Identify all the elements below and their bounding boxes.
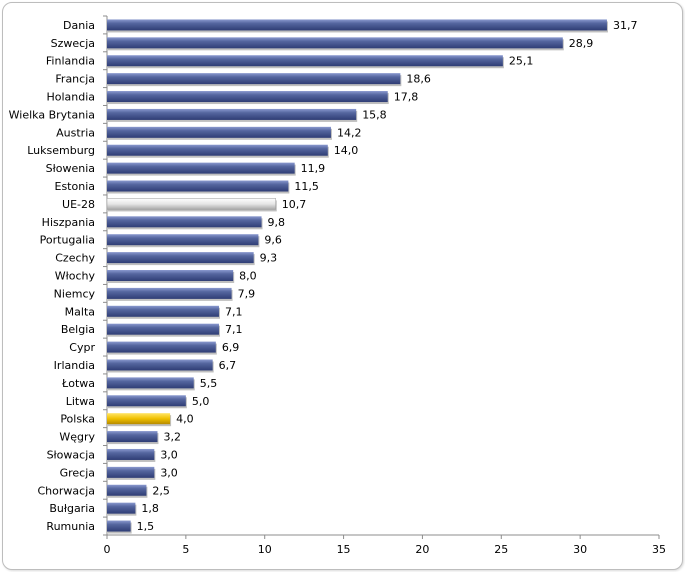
category-label: Słowacja bbox=[47, 448, 95, 461]
category-label: Malta bbox=[65, 305, 95, 318]
value-label: 9,3 bbox=[260, 252, 278, 265]
category-label: Finlandia bbox=[46, 55, 95, 68]
bar bbox=[107, 287, 232, 299]
value-label: 9,6 bbox=[264, 234, 282, 247]
category-label: Węgry bbox=[59, 431, 95, 444]
category-label: Słowenia bbox=[46, 162, 95, 175]
bar bbox=[107, 180, 289, 192]
category-label: Irlandia bbox=[54, 359, 95, 372]
x-tick-label: 30 bbox=[573, 543, 587, 556]
x-tick-label: 20 bbox=[415, 543, 429, 556]
bar bbox=[107, 270, 234, 281]
bar bbox=[107, 359, 213, 371]
value-label: 3,0 bbox=[160, 466, 178, 479]
value-label: 11,9 bbox=[301, 162, 326, 175]
value-label: 3,2 bbox=[163, 431, 181, 444]
bar bbox=[107, 91, 388, 103]
plot-area: 0 5 10 15 20 25 30 35 Dania 31,7 Szwecja 28,9 Finlan… bbox=[9, 15, 666, 556]
bar bbox=[107, 520, 131, 532]
value-label: 8,0 bbox=[239, 270, 257, 283]
x-tick-label: 5 bbox=[182, 543, 189, 556]
x-tick-label: 25 bbox=[494, 543, 508, 556]
bar bbox=[107, 252, 254, 264]
category-label: Hiszpania bbox=[42, 216, 95, 229]
bar bbox=[107, 448, 155, 460]
bar bbox=[106, 198, 277, 210]
x-tick-label: 35 bbox=[652, 543, 666, 556]
value-label: 9,8 bbox=[268, 216, 286, 229]
bar bbox=[107, 305, 219, 317]
bar bbox=[107, 484, 147, 496]
category-label: Belgia bbox=[61, 323, 95, 336]
bar bbox=[107, 144, 328, 156]
bar bbox=[107, 377, 194, 389]
value-label: 1,5 bbox=[137, 520, 155, 533]
category-label: Szwecja bbox=[51, 37, 95, 50]
category-label: Czechy bbox=[55, 252, 95, 265]
value-label: 18,6 bbox=[406, 73, 431, 86]
bar bbox=[107, 126, 331, 138]
bar bbox=[107, 55, 503, 67]
category-label: Rumunia bbox=[46, 520, 95, 533]
bar bbox=[107, 19, 607, 31]
value-label: 1,8 bbox=[141, 502, 159, 515]
bar bbox=[107, 395, 186, 407]
bar bbox=[107, 323, 219, 335]
value-label: 25,1 bbox=[509, 55, 534, 68]
category-label: Austria bbox=[56, 126, 95, 139]
bar bbox=[107, 502, 136, 514]
category-label: Polska bbox=[60, 413, 95, 426]
x-tick-label: 15 bbox=[337, 543, 351, 556]
category-label: Estonia bbox=[55, 180, 96, 193]
bar bbox=[107, 73, 401, 85]
value-label: 7,9 bbox=[238, 287, 256, 300]
category-label: Bułgaria bbox=[49, 502, 95, 515]
category-label: Litwa bbox=[66, 395, 95, 408]
category-label: Luksemburg bbox=[27, 144, 95, 157]
value-label: 5,5 bbox=[200, 377, 218, 390]
value-label: 5,0 bbox=[192, 395, 210, 408]
value-label: 2,5 bbox=[152, 484, 170, 497]
value-label: 14,2 bbox=[337, 126, 362, 139]
category-label: Włochy bbox=[55, 270, 96, 283]
value-label: 28,9 bbox=[569, 37, 594, 50]
category-label: Holandia bbox=[46, 91, 95, 104]
bar bbox=[107, 341, 216, 353]
bar bbox=[107, 37, 563, 49]
category-label: Grecja bbox=[60, 466, 95, 479]
value-label: 6,7 bbox=[219, 359, 237, 372]
bar bbox=[107, 108, 357, 120]
value-label: 3,0 bbox=[160, 448, 178, 461]
value-label: 14,0 bbox=[334, 144, 359, 157]
category-label: Portugalia bbox=[40, 234, 95, 247]
value-label: 7,1 bbox=[225, 323, 243, 336]
value-label: 10,7 bbox=[282, 198, 307, 211]
value-label: 17,8 bbox=[394, 91, 419, 104]
category-label: Wielka Brytania bbox=[9, 108, 95, 121]
category-label: Cypr bbox=[69, 341, 95, 354]
value-label: 15,8 bbox=[362, 108, 387, 121]
category-label: Niemcy bbox=[54, 287, 96, 300]
value-label: 6,9 bbox=[222, 341, 240, 354]
bar bbox=[107, 234, 259, 246]
category-label: Francja bbox=[55, 73, 95, 86]
bar bbox=[107, 413, 171, 425]
value-label: 7,1 bbox=[225, 305, 243, 318]
bar bbox=[107, 466, 155, 478]
bar bbox=[107, 216, 262, 228]
bar bbox=[107, 431, 158, 443]
category-label: Dania bbox=[63, 19, 95, 32]
x-tick-label: 0 bbox=[104, 543, 111, 556]
x-tick-label: 10 bbox=[258, 543, 272, 556]
value-label: 11,5 bbox=[294, 180, 319, 193]
category-label: Chorwacja bbox=[38, 484, 96, 497]
category-label: UE-28 bbox=[62, 198, 95, 211]
category-label: Łotwa bbox=[61, 377, 95, 390]
value-label: 4,0 bbox=[176, 413, 194, 426]
bar bbox=[107, 162, 295, 174]
value-label: 31,7 bbox=[613, 19, 638, 32]
